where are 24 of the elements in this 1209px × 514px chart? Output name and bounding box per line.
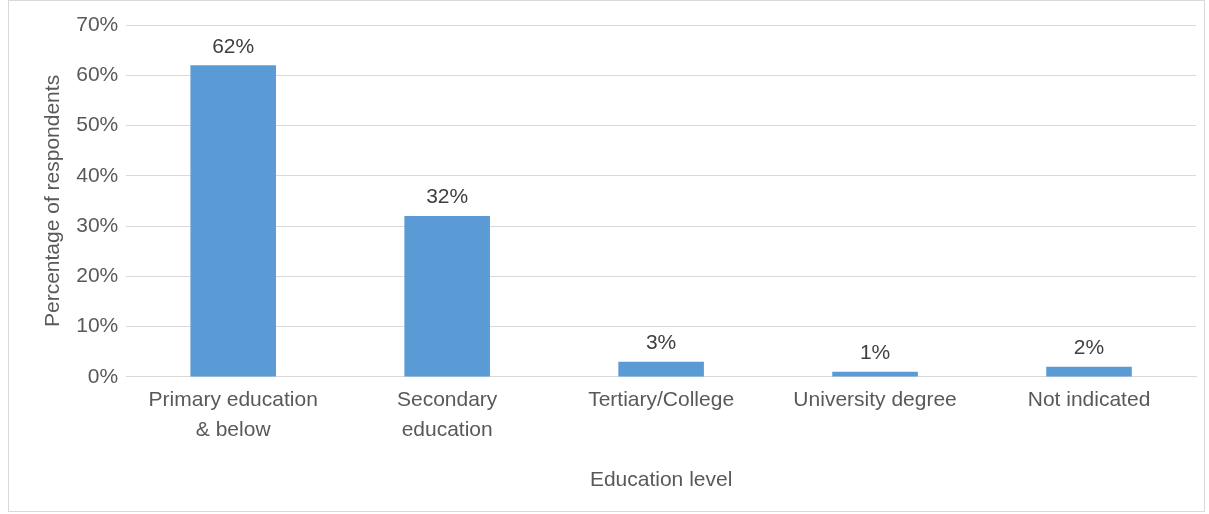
y-tick-label: 70% [76,11,119,35]
data-label: 1% [859,340,891,364]
y-axis-title: Percentage of respondents [40,74,64,328]
data-label: 3% [645,330,677,354]
bar [618,361,704,377]
y-tick-label: 50% [76,112,119,136]
x-tick-label: Primary education & below [148,386,318,441]
y-tick-label: 40% [76,162,119,186]
y-tick-label: 20% [76,263,119,287]
y-tick-label: 0% [87,363,119,387]
data-label: 32% [426,184,469,208]
data-label: 2% [1073,335,1105,359]
bar [404,216,490,377]
y-tick-label: 10% [76,313,119,337]
x-tick-label: Not indicated [1027,386,1151,410]
y-tick-label: 60% [76,62,119,86]
bar [1046,366,1132,377]
x-axis-title: Education level [589,467,733,491]
x-tick-label: Tertiary/College [588,386,735,410]
bar [190,65,276,377]
y-tick-label: 30% [76,212,119,236]
x-tick-label: University degree [793,386,957,410]
data-label: 62% [212,33,255,57]
x-tick-label: Secondary education [396,386,498,441]
